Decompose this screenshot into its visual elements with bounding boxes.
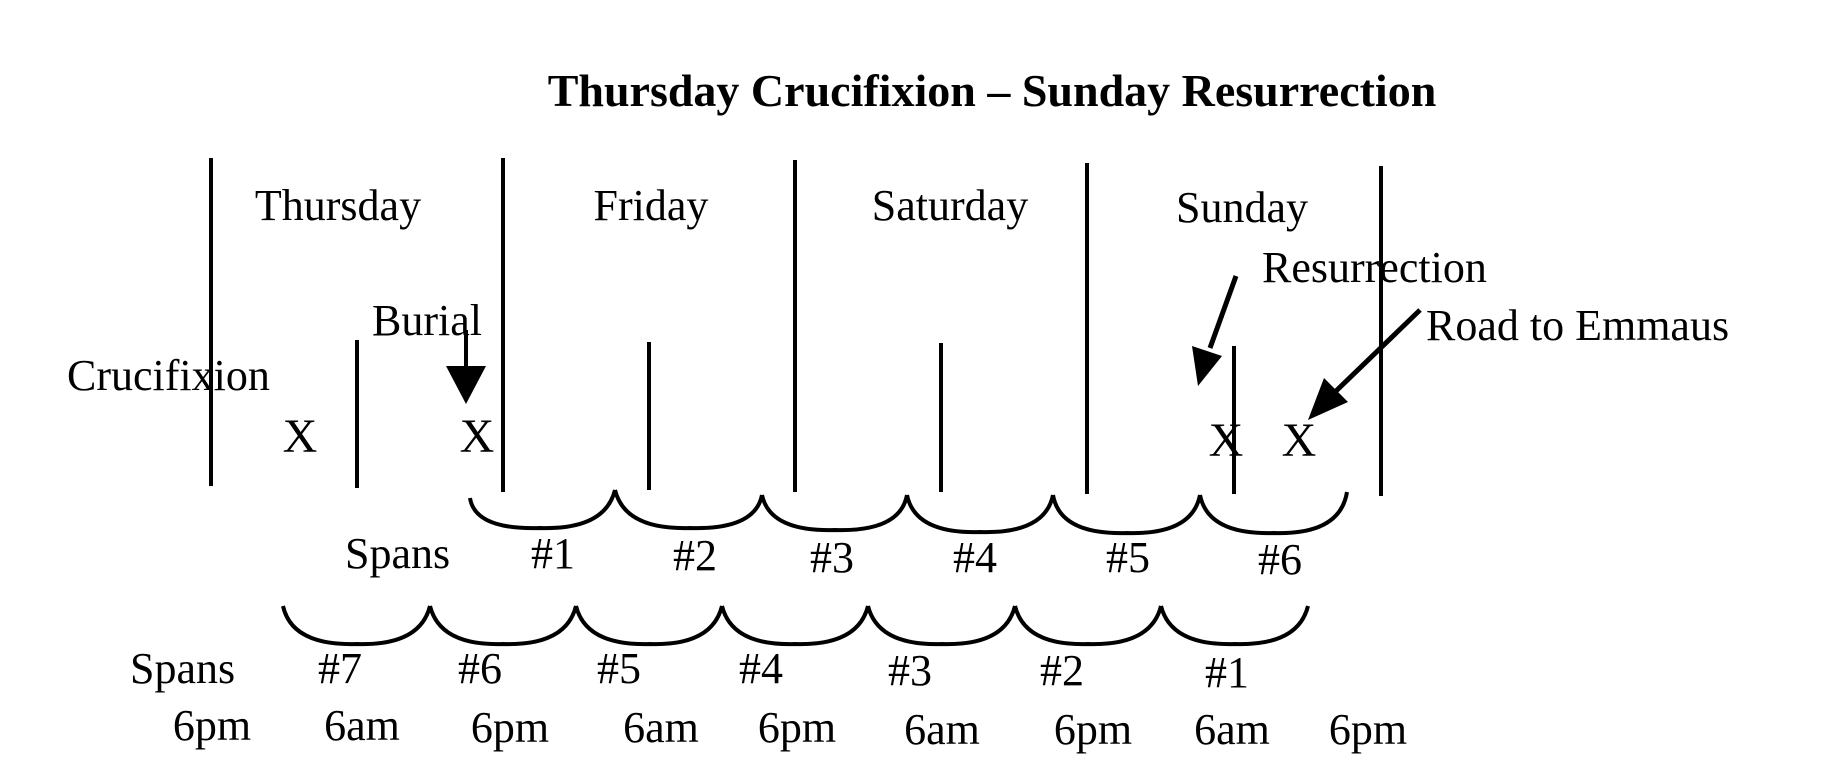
day-label-sunday: Sunday xyxy=(1176,183,1308,232)
lower-span-number: #4 xyxy=(739,644,783,693)
burial-marker: X xyxy=(460,410,495,463)
time-label: 6pm xyxy=(1329,705,1407,754)
upper-span-brace-3 xyxy=(760,494,909,533)
lower-span-brace-4 xyxy=(720,605,870,647)
road-to-emmaus-marker: X xyxy=(1282,414,1317,467)
upper-span-number: #5 xyxy=(1106,533,1150,582)
road-to-emmaus-arrow xyxy=(1308,308,1422,420)
lower-span-brace-6 xyxy=(1013,605,1163,647)
upper-span-brace-4 xyxy=(905,494,1055,535)
lower-span-brace-7 xyxy=(1159,605,1310,647)
day-label-friday: Friday xyxy=(594,181,709,230)
upper-span-braces xyxy=(468,489,1349,536)
upper-span-number: #3 xyxy=(810,533,854,582)
upper-span-brace-6 xyxy=(1198,491,1349,536)
lower-span-brace-3 xyxy=(574,605,724,647)
time-label: 6am xyxy=(324,701,400,750)
upper-spans-label: Spans xyxy=(345,529,450,578)
lower-span-number: #6 xyxy=(458,644,502,693)
time-label: 6am xyxy=(904,705,980,754)
crucifixion-marker: X xyxy=(283,410,318,463)
diagram-title: Thursday Crucifixion – Sunday Resurrecti… xyxy=(548,65,1437,116)
upper-span-number: #4 xyxy=(953,533,997,582)
lower-span-number: #7 xyxy=(318,644,362,693)
lower-span-braces xyxy=(281,605,1310,647)
day-label-saturday: Saturday xyxy=(872,181,1028,230)
event-label-burial: Burial xyxy=(372,296,482,345)
upper-span-brace-2 xyxy=(613,489,764,531)
time-label: 6pm xyxy=(173,701,251,750)
lower-span-brace-2 xyxy=(428,605,578,647)
event-label-road-to-emmaus: Road to Emmaus xyxy=(1426,301,1729,350)
lower-span-number: #5 xyxy=(597,644,641,693)
lower-span-brace-1 xyxy=(281,605,432,647)
lower-spans-label: Spans xyxy=(130,644,235,693)
upper-span-number: #6 xyxy=(1258,535,1302,584)
lower-span-number: #3 xyxy=(888,646,932,695)
upper-span-brace-1 xyxy=(468,489,617,531)
event-label-crucifixion: Crucifixion xyxy=(67,351,270,400)
upper-span-brace-5 xyxy=(1051,494,1202,536)
resurrection-arrow xyxy=(1192,275,1239,386)
upper-span-number: #2 xyxy=(673,531,717,580)
time-label: 6pm xyxy=(471,703,549,752)
event-label-resurrection: Resurrection xyxy=(1262,243,1487,292)
lower-span-brace-5 xyxy=(866,605,1017,647)
lower-span-number: #2 xyxy=(1040,646,1084,695)
upper-span-number: #1 xyxy=(531,529,575,578)
resurrection-marker: X xyxy=(1209,414,1244,467)
day-label-thursday: Thursday xyxy=(255,181,421,230)
burial-arrow xyxy=(446,330,486,404)
lower-span-number: #1 xyxy=(1205,648,1249,697)
time-label: 6pm xyxy=(758,703,836,752)
time-label: 6am xyxy=(623,703,699,752)
time-label: 6am xyxy=(1194,705,1270,754)
time-label: 6pm xyxy=(1054,705,1132,754)
